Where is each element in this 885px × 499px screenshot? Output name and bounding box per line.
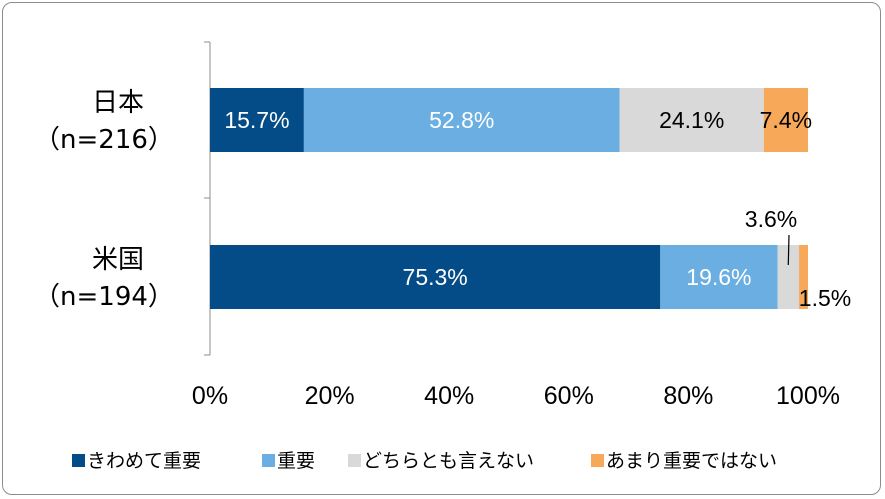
bars [210,88,808,309]
x-tick-label: 20% [305,382,355,410]
data-label: 52.8% [429,107,494,133]
data-label: 15.7% [224,107,289,133]
x-tick-label: 60% [544,382,594,410]
x-tick-label: 100% [776,382,840,410]
bar-segment [660,245,778,309]
category-name: 日本 [92,88,144,118]
x-tick-label: 80% [663,382,713,410]
legend-swatch [72,454,85,467]
legend-label: きわめて重要 [87,450,201,472]
data-label: 19.6% [686,264,751,290]
data-label: 1.5% [799,285,851,311]
x-tick-label: 40% [424,382,474,410]
legend-label: どちらとも言えない [363,450,534,472]
data-label: 24.1% [659,107,724,133]
bar-segment [799,245,808,309]
legend: きわめて重要 重要 どちらとも言えない あまり重要ではない [72,450,777,472]
bar-segment [777,245,800,309]
bar-segment [210,245,661,309]
data-labels: 15.7% 52.8% 24.1% 7.4% 75.3% 19.6% 3.6% 1.5% [224,107,851,311]
data-label: 3.6% [745,206,797,232]
legend-swatch [591,454,604,467]
axes [204,41,211,356]
category-sample-size: （n=216） [34,125,174,155]
category-sample-size: （n=194） [34,282,174,312]
legend-label: 重要 [277,450,315,472]
bar-segment [210,88,304,152]
bar-segment [303,88,620,152]
legend-swatch [348,454,361,467]
legend-label: あまり重要ではない [606,450,777,472]
bar-segment [619,88,764,152]
category-name: 米国 [92,245,144,275]
x-tick-labels: 0% 20% 40% 60% 80% 100% [192,382,840,410]
x-tick-label: 0% [192,382,228,410]
data-label: 75.3% [403,264,468,290]
bar-segment [763,88,808,152]
category-labels: 日本 （n=216） 米国 （n=194） [34,88,174,312]
legend-swatch [262,454,275,467]
data-label: 7.4% [760,107,812,133]
leader-line [787,234,790,266]
